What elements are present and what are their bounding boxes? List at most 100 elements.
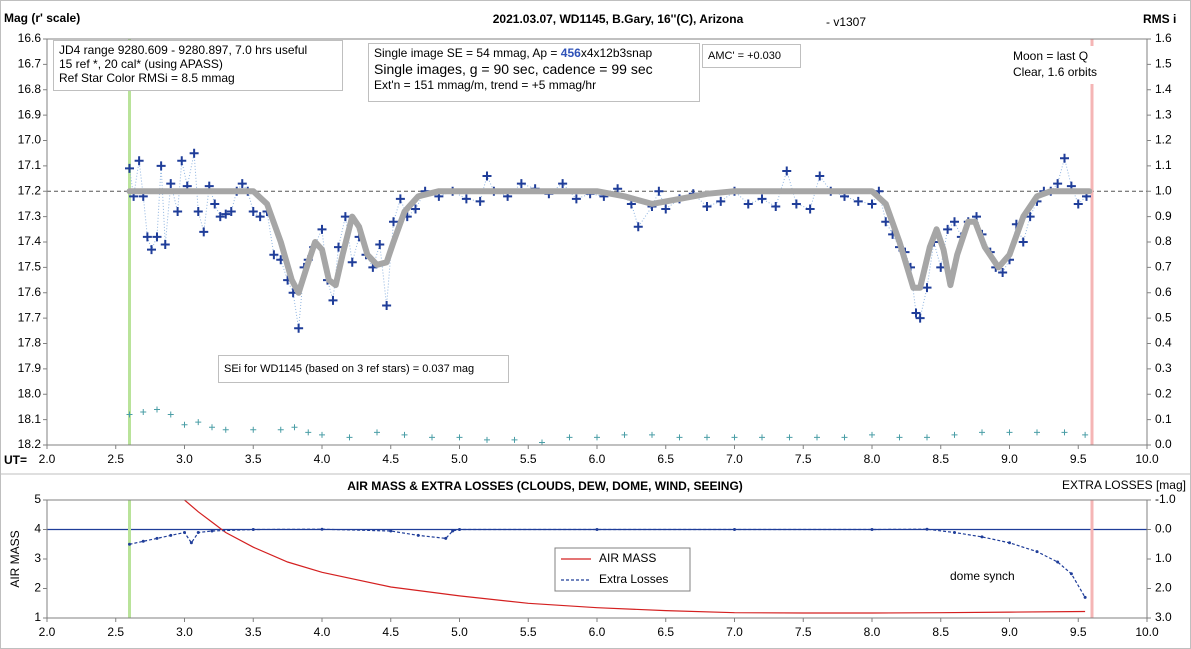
- data-point: [558, 179, 568, 189]
- x-tick-label: 9.5: [1070, 625, 1087, 639]
- y-axis-label: Mag (r' scale): [4, 11, 80, 25]
- data-point: [125, 163, 134, 173]
- x-tick-label: 5.5: [520, 625, 537, 639]
- data-point: [676, 434, 683, 441]
- data-point: [841, 434, 848, 441]
- legend-box: [554, 547, 691, 592]
- data-point: [782, 166, 792, 176]
- series-point: [925, 527, 929, 531]
- x-tick-label: 6.5: [657, 625, 674, 639]
- x-tick-label: 8.5: [932, 625, 949, 639]
- series-point: [189, 541, 193, 545]
- data-point: [209, 424, 215, 431]
- info-box: Moon = last Q Clear, 1.6 orbits: [1008, 46, 1114, 84]
- data-point: [943, 224, 953, 234]
- y-axis-label: AIR MASS: [8, 530, 22, 587]
- x-tick-label: 5.0: [451, 452, 468, 466]
- y2-tick-label: 1.6: [1155, 31, 1172, 45]
- data-point: [147, 245, 156, 255]
- y-tick-label: 18.0: [18, 386, 42, 400]
- info-box: SEi for WD1145 (based on 3 ref stars) = …: [218, 355, 509, 383]
- data-point: [771, 201, 781, 211]
- y-tick-label: 17.1: [18, 158, 42, 172]
- x-tick-label: 3.0: [176, 452, 193, 466]
- series-point: [1083, 595, 1087, 599]
- y2-tick-label: 0.4: [1155, 336, 1172, 350]
- series-point: [953, 530, 956, 534]
- data-point: [511, 436, 518, 443]
- data-point: [786, 434, 793, 441]
- data-point: [382, 300, 392, 310]
- x-tick-label: 9.5: [1070, 452, 1087, 466]
- data-point: [1061, 429, 1068, 436]
- y2-axis-label: EXTRA LOSSES [mag]: [1062, 478, 1186, 492]
- y-tick-label: 18.2: [18, 437, 42, 451]
- data-point: [210, 199, 220, 209]
- data-point: [757, 194, 767, 204]
- data-point: [134, 156, 144, 166]
- data-point: [319, 431, 325, 438]
- y2-tick-label: 0.2: [1155, 386, 1172, 400]
- info-line: Single image SE = 54 mmag, Ap = 456x4x12…: [374, 46, 694, 60]
- data-point: [160, 240, 170, 250]
- series-point: [389, 529, 393, 533]
- series-point: [451, 529, 455, 533]
- y-tick-label: 18.1: [18, 412, 42, 426]
- data-point: [126, 411, 133, 418]
- data-point: [255, 212, 265, 222]
- data-point: [166, 179, 176, 189]
- x-tick-label: 6.5: [657, 452, 674, 466]
- data-point: [482, 171, 492, 181]
- data-point: [152, 232, 162, 242]
- data-point: [805, 204, 815, 214]
- x-tick-label: 4.0: [314, 625, 331, 639]
- x-tick-label: 2.0: [39, 625, 56, 639]
- info-box: AMC' = +0.030: [702, 44, 801, 68]
- y-tick-label: 4: [34, 522, 41, 536]
- data-point: [869, 431, 875, 438]
- data-point: [250, 426, 257, 433]
- x-tick-label: 9.0: [1001, 452, 1018, 466]
- y2-tick-label: 0.8: [1155, 234, 1172, 248]
- y-tick-label: 17.4: [18, 234, 42, 248]
- x-tick-label: 7.0: [726, 452, 743, 466]
- data-point: [867, 199, 877, 209]
- data-point: [539, 439, 545, 445]
- x-tick-label: 9.0: [1001, 625, 1018, 639]
- data-point: [853, 196, 863, 206]
- info-line: Ext'n = 151 mmag/m, trend = +5 mmag/hr: [374, 78, 597, 92]
- data-point: [189, 148, 199, 158]
- data-point: [411, 204, 420, 214]
- info-line: Moon = last Q: [1013, 49, 1089, 63]
- data-point: [456, 434, 463, 441]
- x-tick-label: 2.5: [107, 452, 124, 466]
- data-point: [140, 409, 147, 416]
- x-tick-label: 4.0: [314, 452, 331, 466]
- y-tick-label: 17.7: [18, 310, 42, 324]
- x-tick-label: 4.5: [382, 452, 399, 466]
- data-point: [654, 186, 664, 196]
- data-point: [1053, 179, 1063, 189]
- series-point: [183, 530, 186, 534]
- x-tick-label: 10.0: [1135, 625, 1159, 639]
- data-point: [516, 179, 526, 189]
- series-point: [870, 528, 874, 531]
- data-point: [633, 222, 643, 232]
- x-tick-label: 8.0: [864, 625, 881, 639]
- series-point: [169, 533, 173, 537]
- data-point: [294, 323, 304, 333]
- y-tick-label: 17.8: [18, 336, 42, 350]
- y2-tick-label: 1.1: [1155, 158, 1172, 172]
- y-tick-label: 1: [34, 610, 41, 624]
- series-point: [251, 528, 255, 531]
- chart-title: AIR MASS & EXTRA LOSSES (CLOUDS, DEW, DO…: [347, 479, 743, 493]
- data-point: [277, 426, 284, 433]
- data-point: [269, 250, 279, 260]
- data-point: [566, 434, 573, 441]
- y-tick-label: 16.7: [18, 57, 42, 71]
- y2-tick-label: 1.3: [1155, 107, 1172, 121]
- data-point: [649, 431, 655, 438]
- x-tick-label: 10.0: [1135, 452, 1159, 466]
- data-point: [222, 426, 229, 433]
